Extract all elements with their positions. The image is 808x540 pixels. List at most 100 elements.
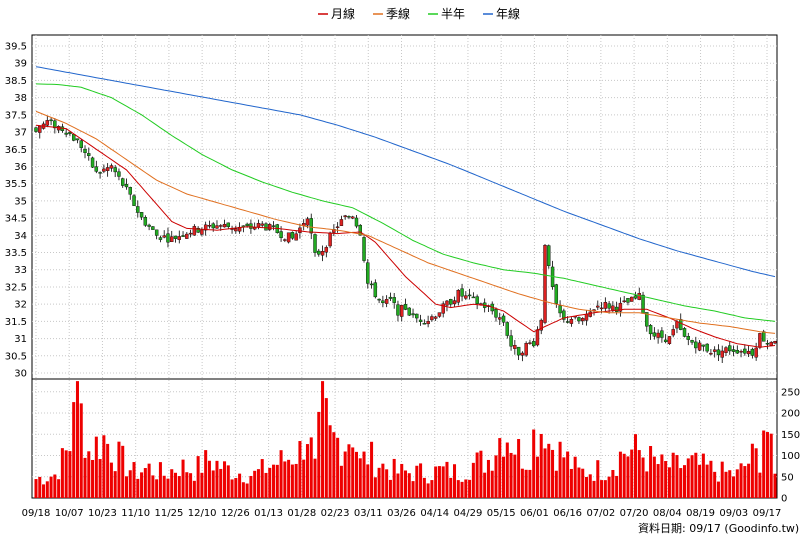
candle-body [396, 304, 400, 316]
volume-bar [75, 381, 79, 498]
volume-bar [362, 451, 366, 498]
volume-bar [196, 456, 200, 498]
date-tick-21: 09/03 [719, 508, 748, 519]
candle-body [343, 215, 347, 218]
candle-body [543, 245, 547, 323]
volume-bar [147, 463, 151, 498]
volume-bar [173, 472, 178, 498]
candle-body [656, 332, 660, 338]
candle-body [513, 344, 517, 349]
date-tick-14: 05/15 [487, 508, 516, 519]
volume-bar [569, 468, 573, 498]
volume-bar [709, 460, 713, 498]
candle-body [761, 331, 766, 342]
volume-bar [234, 478, 238, 498]
candle-body [516, 346, 521, 356]
volume-bar [373, 477, 377, 498]
volume-bar [151, 475, 155, 498]
price-tick-11: 34 [14, 231, 27, 242]
volume-bar [603, 480, 607, 498]
candle-body [520, 352, 525, 356]
volume-bar [249, 475, 253, 498]
candle-body [260, 223, 264, 226]
candle-body [309, 218, 313, 234]
date-tick-2: 10/23 [88, 508, 117, 519]
candle-body [90, 157, 95, 168]
candle-body [98, 172, 102, 174]
candle-body [720, 350, 724, 358]
volume-bar [260, 459, 264, 498]
candle-body [569, 319, 574, 324]
volume-bar [290, 464, 294, 498]
date-tick-9: 02/23 [321, 508, 350, 519]
volume-bar [667, 467, 671, 498]
candle-body [377, 298, 381, 301]
price-tick-14: 32.5 [5, 282, 27, 293]
volume-bar [520, 468, 524, 498]
volume-bar [630, 449, 634, 498]
volume-bar [509, 452, 513, 498]
volume-bar [690, 455, 694, 498]
volume-bar [633, 434, 638, 498]
volume-bar [660, 454, 664, 498]
volume-bar [155, 479, 159, 498]
candle-body [633, 295, 638, 299]
volume-bar [302, 459, 306, 498]
volume-bar [622, 453, 626, 498]
candle-body [686, 336, 690, 340]
date-tick-0: 09/18 [22, 508, 51, 519]
candle-body [746, 350, 751, 355]
volume-tick-5: 0 [781, 494, 787, 505]
candle-body [464, 295, 468, 299]
candle-body [362, 237, 366, 261]
candle-body [630, 296, 634, 302]
volume-bar [102, 435, 106, 498]
candle-body [460, 288, 464, 297]
candle-body [422, 323, 427, 325]
volume-bar [716, 481, 720, 498]
volume-bar [403, 470, 408, 498]
price-tick-13: 33 [14, 265, 27, 276]
price-tick-5: 37 [14, 128, 27, 139]
volume-bar [739, 463, 743, 498]
candle-body [34, 127, 38, 132]
volume-bar [513, 454, 517, 498]
price-tick-15: 32 [14, 300, 27, 311]
candle-body [539, 319, 543, 331]
candle-body [268, 224, 272, 230]
candle-body [173, 235, 178, 239]
candle-body [622, 300, 626, 303]
candle-body [109, 165, 114, 169]
volume-bar [584, 476, 588, 498]
candle-body [143, 217, 148, 226]
candle-body [743, 348, 747, 354]
volume-tick-1: 200 [781, 409, 800, 420]
candle-body [215, 225, 219, 229]
price-tick-16: 31.5 [5, 317, 27, 328]
candle-body [758, 333, 762, 348]
volume-bar [539, 433, 543, 498]
price-tick-12: 33.5 [5, 248, 27, 259]
volume-bar [765, 432, 769, 498]
candle-body [433, 316, 438, 319]
candle-body [411, 313, 415, 316]
candle-body [139, 212, 144, 218]
price-tick-10: 34.5 [5, 214, 27, 225]
price-tick-6: 36.5 [5, 145, 27, 156]
volume-bar [441, 466, 445, 498]
volume-bar [592, 480, 596, 498]
date-tick-18: 07/20 [620, 508, 649, 519]
volume-bar [460, 481, 464, 498]
volume-bar [392, 458, 396, 498]
volume-bar [358, 458, 362, 498]
candle-body [509, 335, 513, 347]
ma-line-half [35, 83, 776, 322]
candle-body [694, 341, 698, 349]
candle-body [328, 232, 332, 247]
price-tick-7: 36 [14, 162, 27, 173]
volume-bar [453, 464, 457, 498]
candle-body [68, 132, 72, 134]
candle-body [535, 329, 540, 346]
volume-bar [324, 398, 328, 498]
candle-body [603, 302, 608, 309]
